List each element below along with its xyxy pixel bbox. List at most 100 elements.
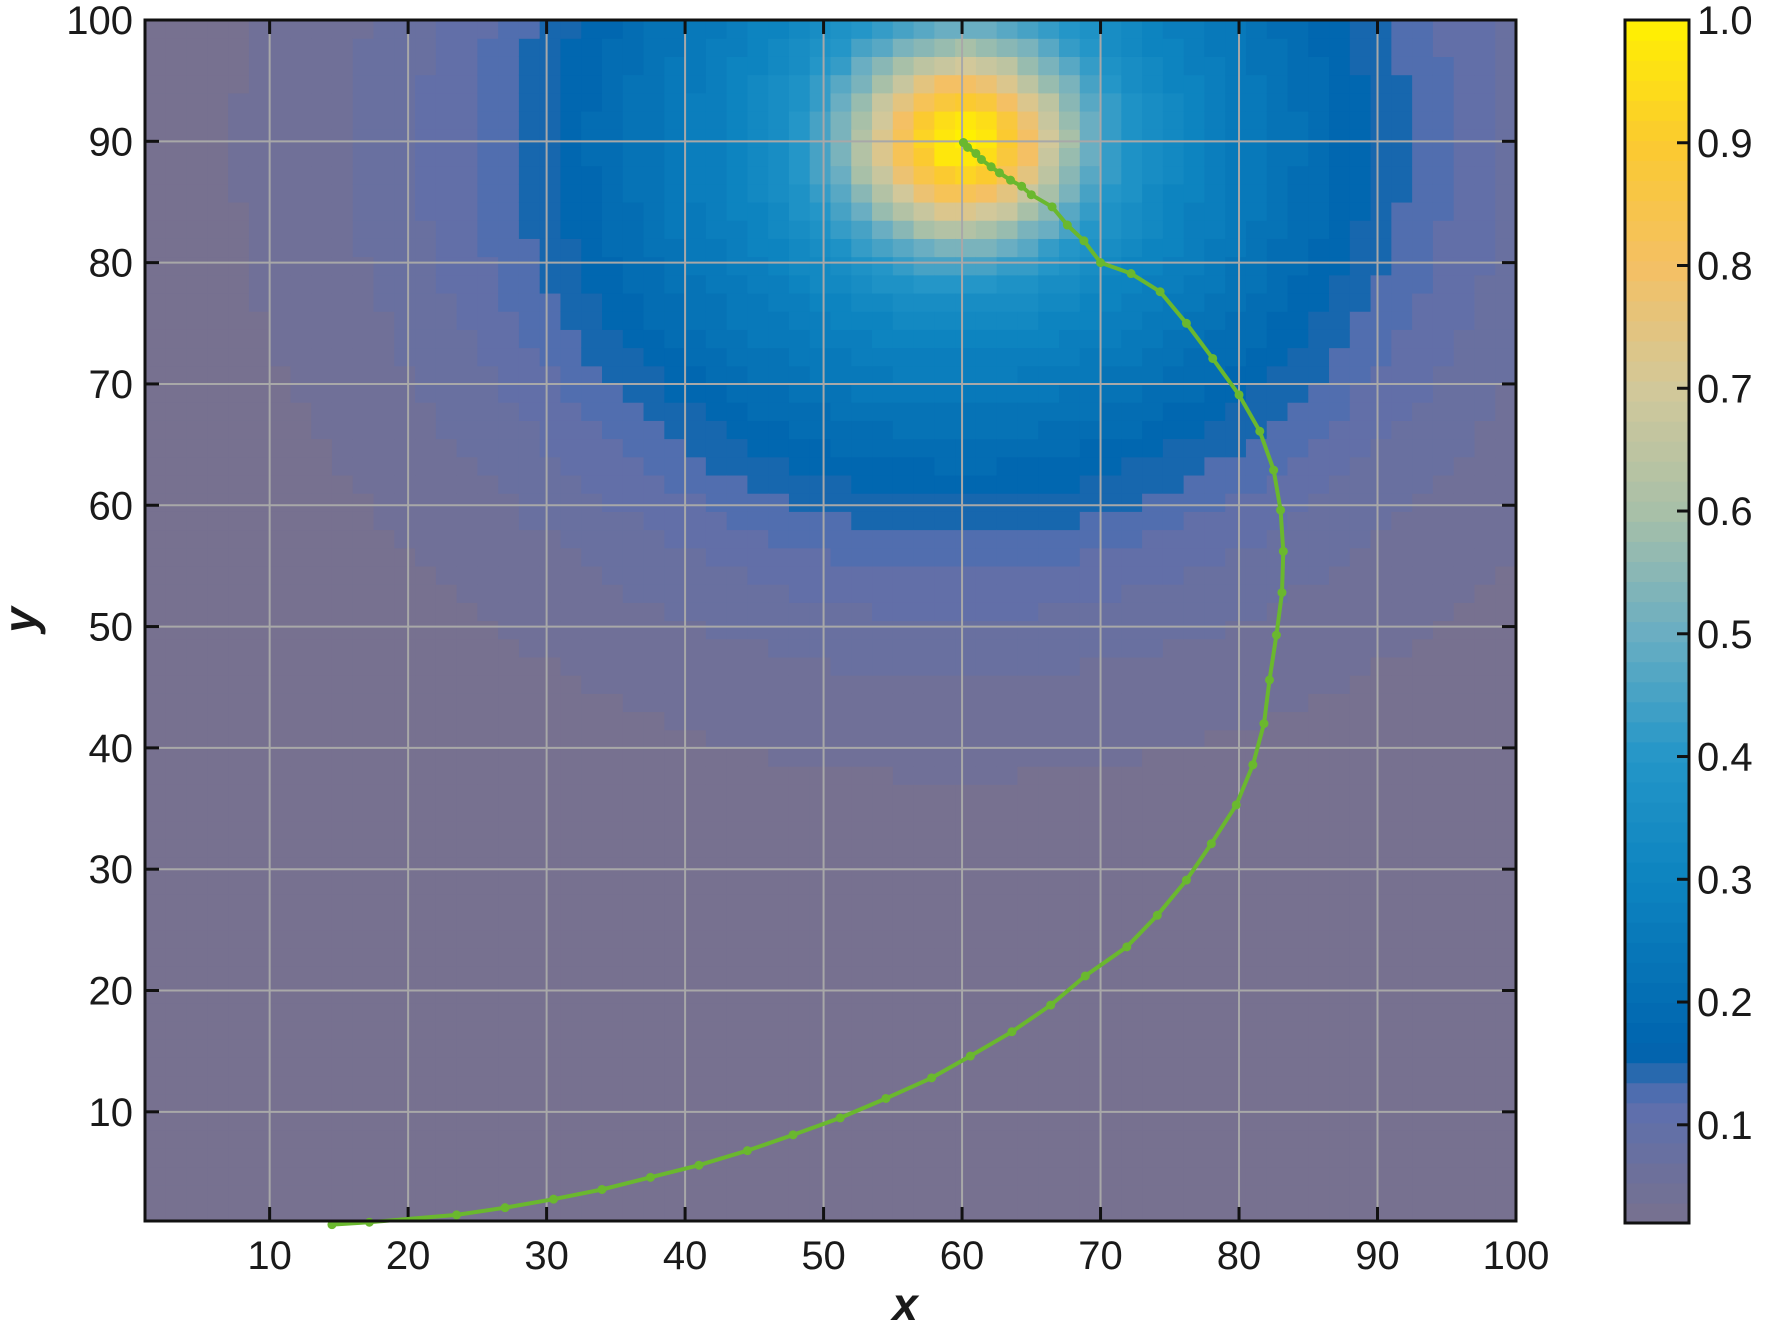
heatmap-cell xyxy=(373,383,395,403)
heatmap-cell xyxy=(685,201,707,221)
heatmap-cell xyxy=(685,547,707,567)
heatmap-cell xyxy=(1453,110,1476,130)
heatmap-cell xyxy=(1308,511,1330,531)
heatmap-cell xyxy=(1245,274,1268,294)
heatmap-cell xyxy=(477,929,499,949)
heatmap-cell xyxy=(955,238,977,258)
heatmap-cell xyxy=(1329,602,1351,622)
heatmap-cell xyxy=(975,292,998,312)
heatmap-cell xyxy=(1121,838,1143,858)
heatmap-cell xyxy=(913,802,935,822)
heatmap-cell xyxy=(892,1148,915,1168)
heatmap-cell xyxy=(145,256,167,276)
heatmap-cell xyxy=(705,747,728,767)
heatmap-cell xyxy=(1079,402,1102,421)
heatmap-cell xyxy=(1308,456,1330,476)
heatmap-cell xyxy=(581,1075,603,1095)
heatmap-cell xyxy=(145,729,167,749)
heatmap-cell xyxy=(1453,292,1476,312)
heatmap-cell xyxy=(685,456,707,476)
heatmap-cell xyxy=(1079,1020,1102,1040)
heatmap-cell xyxy=(809,711,832,731)
heatmap-cell xyxy=(1370,911,1392,931)
heatmap-cell xyxy=(186,766,208,785)
heatmap-cell xyxy=(228,74,250,94)
heatmap-cell xyxy=(228,420,250,440)
heatmap-cell xyxy=(1349,747,1372,767)
heatmap-cell xyxy=(664,784,686,804)
heatmap-cell xyxy=(1017,110,1039,130)
heatmap-cell xyxy=(892,347,915,367)
heatmap-cell xyxy=(1308,438,1330,458)
heatmap-cell xyxy=(996,201,1019,221)
heatmap-cell xyxy=(872,984,894,1004)
heatmap-cell xyxy=(1308,820,1330,840)
heatmap-cell xyxy=(996,220,1019,239)
heatmap-cell xyxy=(872,238,894,258)
heatmap-cell xyxy=(809,984,832,1004)
heatmap-cell xyxy=(892,693,915,713)
heatmap-cell xyxy=(1349,911,1372,931)
heatmap-cell xyxy=(477,529,499,549)
heatmap-cell xyxy=(788,802,811,822)
heatmap-cell xyxy=(1100,1039,1122,1058)
heatmap-cell xyxy=(1453,1130,1476,1149)
heatmap-cell xyxy=(352,766,375,785)
heatmap-cell xyxy=(1474,584,1496,603)
heatmap-cell xyxy=(1266,1130,1289,1149)
heatmap-cell xyxy=(248,347,271,367)
heatmap-cell xyxy=(560,675,582,694)
heatmap-cell xyxy=(1391,438,1413,458)
heatmap-cell xyxy=(1100,147,1122,167)
heatmap-cell xyxy=(290,638,312,658)
heatmap-cell xyxy=(1495,38,1517,57)
x-tick-label: 60 xyxy=(940,1234,985,1278)
heatmap-cell xyxy=(1266,802,1289,822)
heatmap-cell xyxy=(643,456,665,476)
heatmap-cell xyxy=(913,383,935,403)
heatmap-cell xyxy=(1329,747,1351,767)
heatmap-cell xyxy=(643,584,665,603)
heatmap-cell xyxy=(851,456,873,476)
heatmap-cell xyxy=(830,110,852,130)
heatmap-cell xyxy=(269,311,292,330)
heatmap-cell xyxy=(435,565,458,585)
heatmap-cell xyxy=(373,1166,395,1186)
heatmap-cell xyxy=(1079,165,1102,185)
heatmap-cell xyxy=(1412,438,1434,458)
heatmap-cell xyxy=(456,529,478,549)
heatmap-cell xyxy=(539,165,562,185)
heatmap-cell xyxy=(1100,329,1122,349)
heatmap-cell xyxy=(705,602,728,622)
heatmap-cell xyxy=(1017,929,1039,949)
heatmap-cell xyxy=(539,656,562,676)
heatmap-cell xyxy=(415,675,437,694)
heatmap-cell xyxy=(539,1093,562,1113)
heatmap-cell xyxy=(207,1075,229,1095)
heatmap-cell xyxy=(456,74,478,94)
heatmap-cell xyxy=(685,292,707,312)
heatmap-cell xyxy=(1162,1039,1185,1058)
heatmap-cell xyxy=(435,802,458,822)
heatmap-cell xyxy=(830,1057,852,1077)
heatmap-cell xyxy=(373,766,395,785)
heatmap-cell xyxy=(1495,693,1517,713)
colorbar-tick-label: 0.5 xyxy=(1697,613,1753,657)
heatmap-cell xyxy=(498,365,520,385)
heatmap-cell xyxy=(373,347,395,367)
heatmap-cell xyxy=(269,1166,292,1186)
heatmap-cell xyxy=(1162,1075,1185,1095)
heatmap-cell xyxy=(1225,893,1247,913)
heatmap-cell xyxy=(1349,1111,1372,1131)
heatmap-cell xyxy=(1079,1111,1102,1131)
heatmap-cell xyxy=(352,256,375,276)
heatmap-cell xyxy=(228,729,250,749)
heatmap-cell xyxy=(1412,420,1434,440)
heatmap-cell xyxy=(1308,1148,1330,1168)
heatmap-cell xyxy=(1204,110,1226,130)
heatmap-cell xyxy=(830,1002,852,1022)
heatmap-cell xyxy=(602,1130,624,1149)
heatmap-cell xyxy=(311,875,333,895)
heatmap-cell xyxy=(768,238,790,258)
heatmap-cell xyxy=(352,329,375,349)
